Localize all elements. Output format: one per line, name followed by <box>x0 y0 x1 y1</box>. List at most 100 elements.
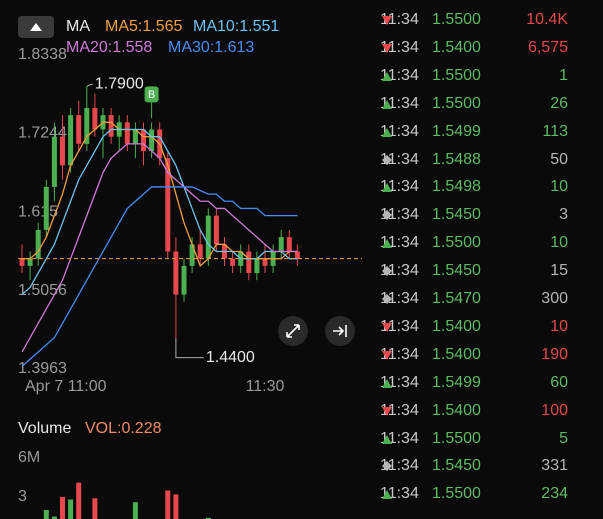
side-icon <box>382 490 392 500</box>
legend-entry: MA5:1.565 <box>105 18 182 35</box>
trade-time: 11:34 <box>380 317 419 335</box>
annotation-label: 1.4400 <box>206 349 255 366</box>
candle-body <box>230 258 236 266</box>
candle-body <box>205 215 211 259</box>
side-icon <box>382 350 392 360</box>
side-icon <box>382 127 392 137</box>
side-shape <box>382 210 392 221</box>
candle-body <box>19 258 25 266</box>
trade-price: 1.5500 <box>432 429 481 447</box>
trade-volume: 1 <box>559 66 568 84</box>
trade-price: 1.5400 <box>432 317 481 335</box>
side-shape <box>382 266 392 277</box>
candle-body <box>197 244 203 259</box>
trade-row: 11:34 1.5500 5 <box>380 427 590 451</box>
trade-row: 11:34 1.5500 10.4K <box>380 8 590 32</box>
side-icon <box>382 71 392 81</box>
side-shape <box>382 239 392 249</box>
candle-body <box>76 115 82 144</box>
trade-row: 11:34 1.5450 3 <box>380 203 590 227</box>
side-icon <box>382 266 392 277</box>
trade-time: 11:34 <box>380 206 419 224</box>
volume-bar <box>51 516 57 519</box>
candle-body <box>189 244 195 266</box>
trade-price: 1.5499 <box>432 373 481 391</box>
trade-row: 11:34 1.5499 60 <box>380 371 590 395</box>
side-shape <box>382 322 392 332</box>
trade-volume: 10 <box>550 178 568 196</box>
side-shape <box>382 183 392 193</box>
trade-volume: 10 <box>550 234 568 252</box>
toggle-icon <box>30 23 42 31</box>
trade-price: 1.5488 <box>432 150 481 168</box>
trade-time: 11:34 <box>380 345 419 363</box>
side-shape <box>382 490 392 500</box>
candle-body <box>286 237 292 252</box>
trade-row: 11:34 1.5500 10 <box>380 231 590 255</box>
candle-body <box>254 258 260 274</box>
trade-volume: 113 <box>542 122 568 140</box>
candle-body <box>141 129 146 152</box>
trade-volume: 100 <box>541 401 568 419</box>
side-shape <box>382 461 392 472</box>
trade-volume: 10.4K <box>526 11 568 28</box>
trade-row: 11:34 1.5400 6,575 <box>380 36 590 60</box>
trade-price: 1.5500 <box>432 11 481 28</box>
side-shape <box>382 294 392 304</box>
volume-bar <box>165 490 171 519</box>
side-shape <box>382 378 392 388</box>
side-icon <box>382 239 392 249</box>
trade-time: 11:34 <box>380 150 419 168</box>
side-icon <box>382 461 392 472</box>
side-icon <box>382 154 392 165</box>
volume-bar <box>60 497 65 519</box>
volume-tick-label: 6M <box>18 449 40 466</box>
side-icon <box>382 183 392 193</box>
volume-bar <box>132 502 138 519</box>
candle-body <box>92 107 98 130</box>
trade-row: 11:34 1.5500 234 <box>380 482 590 506</box>
side-shape <box>382 350 392 360</box>
volume-bar <box>92 498 98 519</box>
candle-body <box>27 258 33 266</box>
trade-row: 11:34 1.5488 50 <box>380 148 590 172</box>
trade-row: 11:34 1.5400 190 <box>380 343 590 367</box>
trade-row: 11:34 1.5500 26 <box>380 92 590 116</box>
side-icon <box>382 406 392 416</box>
trade-marker-label: B <box>148 89 155 101</box>
trade-volume: 15 <box>550 262 568 280</box>
trade-volume: 234 <box>541 485 568 503</box>
side-icon <box>382 294 392 304</box>
trade-time: 11:34 <box>380 457 419 475</box>
volume-bar <box>68 499 74 519</box>
candle-body <box>108 115 114 137</box>
trade-row: 11:34 1.5400 100 <box>380 399 590 423</box>
side-shape <box>382 43 392 53</box>
trade-price: 1.5400 <box>432 38 481 56</box>
jump-icon <box>333 325 347 337</box>
side-shape <box>382 16 392 25</box>
trade-price: 1.5499 <box>432 122 481 140</box>
volume-bar <box>173 494 179 519</box>
trade-row: 11:34 1.5450 331 <box>380 454 590 478</box>
side-shape <box>382 99 392 109</box>
volume-bar <box>205 517 211 519</box>
side-shape <box>382 154 392 165</box>
trade-volume: 26 <box>550 94 568 112</box>
y-tick-label: 1.3963 <box>18 360 67 377</box>
trade-marker <box>144 86 159 103</box>
expand-icon <box>286 324 300 338</box>
candle-body <box>68 115 74 166</box>
ma-line <box>21 186 298 367</box>
side-icon <box>382 378 392 388</box>
side-icon <box>382 210 392 221</box>
candle-body <box>294 251 300 259</box>
trade-price: 1.5450 <box>432 206 481 224</box>
x-tick-label: 11:30 <box>246 378 285 395</box>
trade-volume: 300 <box>541 290 568 307</box>
candle-body <box>278 237 284 252</box>
legend-entry: MA10:1.551 <box>193 18 279 35</box>
trade-row: 11:34 1.5450 15 <box>380 259 590 283</box>
trade-volume: 50 <box>550 150 568 168</box>
